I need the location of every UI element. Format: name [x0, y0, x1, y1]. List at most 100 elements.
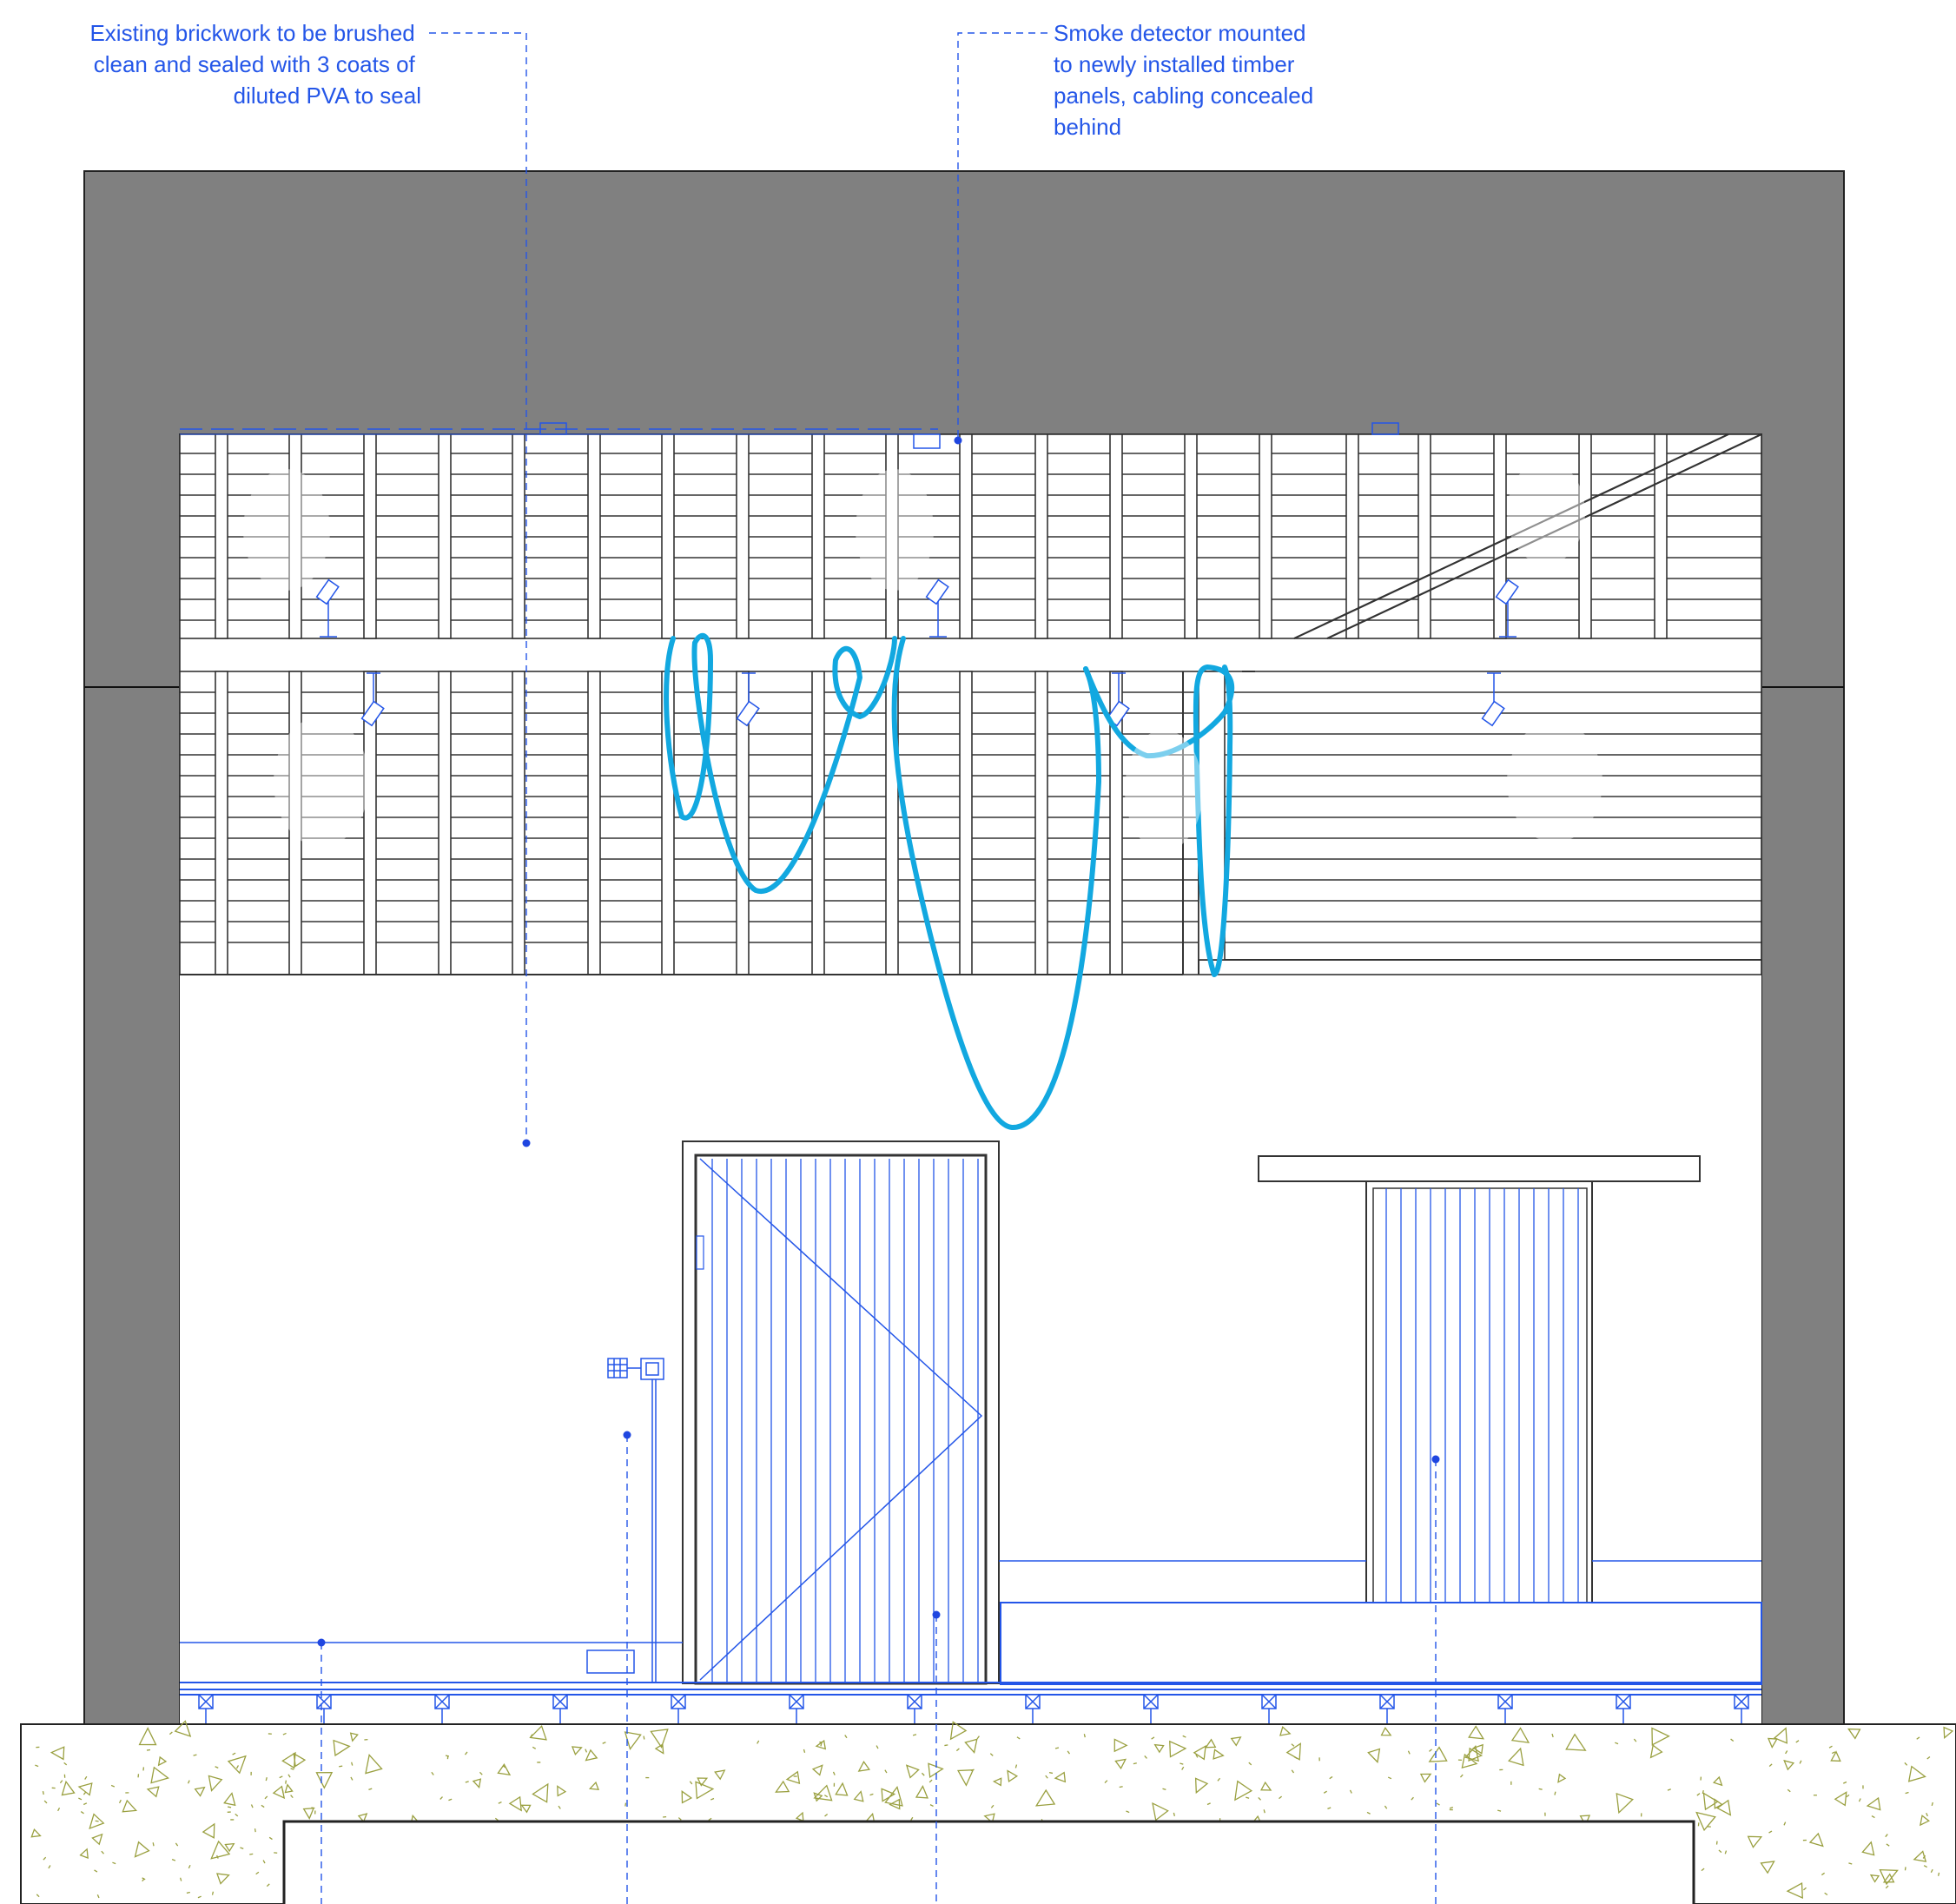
aggregate-stone — [529, 1725, 547, 1741]
aggregate-stone — [1230, 1736, 1242, 1747]
aggregate-speck — [439, 1796, 443, 1800]
ceiling-batten — [587, 671, 601, 975]
aggregate-stone — [585, 1749, 598, 1762]
aggregate-stone — [1866, 1796, 1881, 1811]
aggregate-stone — [1428, 1746, 1448, 1762]
aggregate-speck — [228, 1806, 232, 1808]
aggregate-stone — [1920, 1815, 1931, 1827]
aggregate-speck — [152, 1842, 155, 1847]
aggregate-stone — [795, 1811, 804, 1822]
aggregate-speck — [1206, 1802, 1211, 1806]
aggregate-stone — [1213, 1749, 1225, 1760]
ceiling-batten — [1417, 433, 1431, 639]
aggregate-speck — [1144, 1755, 1147, 1759]
joist-cross — [1497, 1694, 1513, 1709]
aggregate-speck — [1783, 1821, 1787, 1826]
aggregate-stone — [1054, 1771, 1067, 1783]
aggregate-stone — [1419, 1773, 1432, 1783]
smoke-detector-note: Smoke detector mounted to newly installe… — [1054, 20, 1319, 140]
aggregate-speck — [602, 1742, 606, 1744]
spotlight-head — [1481, 700, 1505, 727]
joist-cross — [1734, 1694, 1749, 1709]
aggregate-stone — [1767, 1737, 1778, 1749]
aggregate-speck — [498, 1801, 502, 1804]
aggregate-speck — [175, 1842, 179, 1847]
aggregate-speck — [1067, 1750, 1071, 1755]
joist-cross — [316, 1694, 332, 1709]
aggregate-speck — [118, 1799, 122, 1804]
aggregate-speck — [171, 1859, 176, 1861]
aggregate-speck — [1701, 1868, 1705, 1872]
aggregate-speck — [179, 1877, 182, 1881]
aggregate-stone — [1565, 1733, 1587, 1751]
aggregate-speck — [1858, 1798, 1861, 1802]
aggregate-stone — [835, 1782, 849, 1796]
aggregate-stone — [1367, 1748, 1381, 1764]
aggregate-stone — [1461, 1753, 1478, 1768]
aggregate-stone — [1943, 1726, 1954, 1739]
aggregate-speck — [84, 1775, 88, 1780]
aggregate-stone — [1773, 1727, 1788, 1744]
ceiling-batten — [1578, 433, 1592, 639]
aggregate-stone — [61, 1780, 76, 1796]
aggregate-stone — [1234, 1780, 1253, 1802]
ceiling-batten — [1184, 433, 1198, 639]
aggregate-speck — [1104, 1780, 1108, 1784]
ceiling-batten — [1345, 433, 1359, 639]
spotlight-head — [315, 578, 340, 605]
aggregate-speck — [187, 1780, 190, 1784]
aggregate-stone — [91, 1833, 103, 1846]
aggregate-stone — [714, 1769, 726, 1781]
aggregate-stone — [333, 1739, 351, 1757]
aggregate-speck — [112, 1861, 116, 1865]
aggregate-speck — [1785, 1750, 1788, 1755]
aggregate-speck — [757, 1740, 760, 1744]
aggregate-speck — [944, 1744, 948, 1747]
aggregate-stone — [1153, 1743, 1165, 1754]
aggregate-stone — [138, 1727, 157, 1746]
aggregate-speck — [1633, 1738, 1637, 1742]
aggregate-stone — [1907, 1765, 1926, 1782]
aggregate-stone — [992, 1777, 1002, 1787]
aggregate-speck — [1554, 1791, 1556, 1795]
aggregate-speck — [1696, 1793, 1701, 1796]
aggregate-speck — [1246, 1796, 1250, 1799]
aggregate-speck — [287, 1774, 291, 1778]
aggregate-stone — [1861, 1841, 1875, 1856]
aggregate-stone — [497, 1763, 512, 1776]
aggregate-speck — [101, 1850, 104, 1854]
aggregate-speck — [1871, 1815, 1875, 1819]
aggregate-speck — [250, 1804, 254, 1808]
aggregate-stone — [1649, 1744, 1663, 1759]
smoke-detector — [913, 433, 941, 449]
joist-cross — [789, 1694, 804, 1709]
aggregate-speck — [1323, 1790, 1327, 1794]
aggregate-stone — [775, 1780, 790, 1793]
aggregate-stone — [853, 1790, 864, 1802]
aggregate-speck — [824, 1814, 829, 1817]
aggregate-stone — [223, 1792, 236, 1807]
ceiling-batten — [215, 433, 228, 639]
joist-cross — [1261, 1694, 1277, 1709]
aggregate-speck — [1016, 1736, 1021, 1740]
ceiling-batten — [1109, 433, 1123, 639]
aggregate-stone — [1205, 1738, 1217, 1749]
aggregate-speck — [1291, 1743, 1295, 1747]
aggregate-stone — [1114, 1758, 1127, 1770]
aggregate-speck — [1922, 1854, 1926, 1859]
aggregate-speck — [266, 1883, 270, 1887]
aggregate-speck — [1263, 1809, 1265, 1814]
aggregate-speck — [1329, 1775, 1333, 1780]
aggregate-speck — [1799, 1760, 1802, 1764]
aggregate-speck — [431, 1771, 434, 1775]
aggregate-speck — [94, 1869, 98, 1873]
aggregate-speck — [708, 1817, 712, 1821]
aggregate-speck — [1195, 1754, 1199, 1758]
aggregate-speck — [869, 1793, 874, 1796]
aggregate-stone — [949, 1721, 968, 1741]
aggregate-speck — [1429, 1749, 1432, 1752]
freehand-cyan-markup — [664, 632, 1235, 1131]
aggregate-stone — [1279, 1725, 1292, 1736]
ceiling-batten — [959, 671, 973, 975]
aggregate-speck — [1931, 1802, 1933, 1807]
